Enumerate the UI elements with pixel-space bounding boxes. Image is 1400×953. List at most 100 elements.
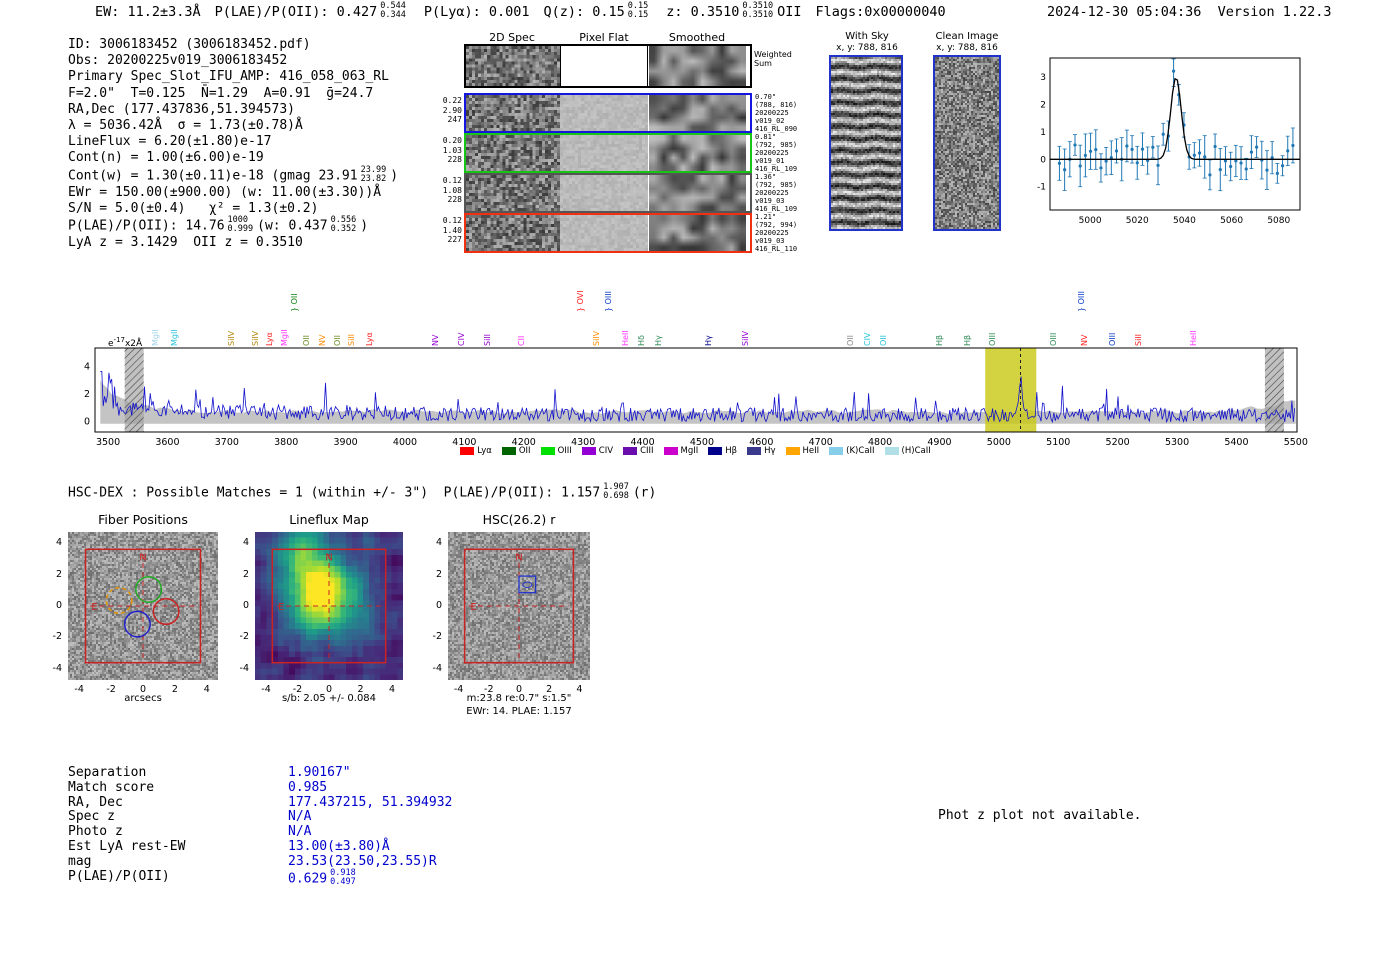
full-spectrum-plot: 0 2 4 3500 3600 3700 3800 3900 4000 4100 4200 4300 4… (84, 347, 1308, 448)
row-stat: 1.03 (442, 145, 462, 155)
smoothed-image (649, 46, 746, 86)
row-meta-line: 416_RL_090 (755, 125, 798, 133)
hsc-r-xtick: -2 (484, 684, 494, 695)
row-meta-line: 1.21" (755, 213, 777, 221)
smoothed-image (649, 215, 746, 251)
line-fit-plot: -1 0 1 2 3 5000 5020 5040 5060 5080 (1037, 57, 1301, 226)
svg-text:5400: 5400 (1224, 437, 1248, 448)
legend-swatch (747, 447, 762, 455)
emission-line-label: OII (879, 334, 889, 346)
legend-swatch (829, 447, 844, 455)
hsc-dex-lower: 0.698 (603, 491, 629, 501)
weighted-sum-label: Weighted Sum (754, 50, 816, 68)
emission-line-label: Hδ (636, 335, 646, 346)
row-meta-line: 20200225 (755, 189, 789, 197)
row-right-meta: 0.81" (792, 985) 20200225 v019_01 416_RL_109 (755, 133, 821, 173)
pixel-flat-image (560, 46, 648, 86)
table-row: Spec z N/A (68, 810, 452, 825)
legend-label: (K)CaII (846, 446, 875, 456)
match-row-label: mag (68, 853, 92, 869)
svg-text:4800: 4800 (868, 437, 892, 448)
svg-text:E: E (278, 602, 284, 613)
svg-text:4: 4 (84, 362, 90, 373)
info-plae-w-text: (w: 0.437 (257, 218, 328, 234)
info-line-radec: RA,Dec (177.437836,51.394573) (68, 101, 295, 117)
match-plae-lower: 0.497 (330, 876, 356, 887)
table-row: Est LyA rest-EW 13.00(±3.80)Å (68, 839, 452, 855)
legend-swatch (460, 447, 475, 455)
emission-line-label: CIV (457, 332, 467, 346)
row-meta-line: (792, 994) (755, 221, 798, 229)
pixel-flat-image (560, 95, 648, 131)
lineflux-map-overlay: NE (271, 548, 387, 664)
svg-text:1: 1 (1040, 128, 1046, 138)
svg-text:0: 0 (1040, 155, 1046, 165)
legend-label: (H)CaII (901, 446, 931, 456)
legend-item: MgII (663, 446, 699, 456)
hsc-dex-band: (r) (632, 485, 657, 501)
spectrum-unit-label: e-17x2Å (108, 336, 142, 349)
row-stat: 227 (447, 235, 462, 244)
with-sky-border (829, 55, 903, 231)
cont-w-text: Cont(w) = 1.30(±0.11)e-18 (gmag 23.91 (68, 168, 358, 184)
info-line-sn-chi2: S/N = 5.0(±0.4) χ² = 1.3(±0.2) (68, 200, 319, 216)
legend-item: OII (501, 446, 531, 456)
legend-item: CIII (623, 446, 654, 456)
smoothed-image (649, 135, 746, 171)
svg-text:4300: 4300 (571, 437, 595, 448)
fiber-positions-xtick: 4 (203, 684, 210, 695)
emission-line-label: } OII (290, 293, 300, 312)
z-uncertainty: 0.3510 0.3510 (742, 2, 773, 20)
row-stat: 247 (447, 115, 462, 124)
photz-note: Phot z plot not available. (938, 808, 1142, 823)
svg-text:5080: 5080 (1267, 216, 1290, 226)
info-line-id: ID: 3006183452 (3006183452.pdf) (68, 37, 311, 52)
legend-item: (K)CaII (829, 446, 875, 456)
lineflux-map-xtick: -2 (292, 684, 303, 695)
clean-image-border (933, 55, 1001, 231)
emission-line-label: NV (317, 334, 327, 346)
svg-text:0: 0 (84, 417, 90, 428)
with-sky-title: With Sky (845, 31, 889, 42)
legend-label: Hβ (725, 446, 738, 456)
qz-upper: 0.15 (627, 1, 649, 11)
legend-label: Hγ (764, 446, 776, 456)
hsc-r-ytick: -4 (432, 662, 442, 674)
match-plae-value: 0.629 (288, 871, 328, 887)
lineflux-map-caption: s/b: 2.05 +/- 0.084 (281, 693, 377, 704)
emission-line-label: SiII (347, 333, 357, 346)
fiber-positions-ytick: 0 (55, 600, 62, 611)
fiber-positions-ytick: -4 (52, 662, 62, 674)
svg-text:5060: 5060 (1220, 216, 1243, 226)
info-plae-lower: 0.999 (227, 224, 254, 235)
svg-text:2: 2 (84, 389, 90, 400)
with-sky-image (831, 57, 901, 229)
info-plae-close: ) (360, 218, 369, 234)
2d-spec-image (466, 175, 560, 211)
legend-label: MgII (680, 446, 699, 456)
lineflux-map-xtick: 0 (325, 684, 333, 695)
emission-line-label: Hβ (962, 334, 972, 346)
emission-line-label: SiIV (250, 330, 260, 346)
lineflux-map-ytick: 4 (242, 537, 249, 549)
legend-swatch (501, 447, 516, 455)
row-stat: 2.90 (442, 105, 462, 115)
match-row-label: RA, Dec (68, 794, 123, 810)
lineflux-map-xtick: 2 (357, 684, 364, 695)
row-stat: 1.08 (442, 185, 462, 195)
svg-text:5200: 5200 (1106, 437, 1130, 448)
svg-text:4000: 4000 (393, 437, 417, 448)
legend-label: OII (518, 446, 531, 456)
plae-uncertainty: 0.544 0.344 (380, 2, 406, 20)
svg-text:3600: 3600 (155, 437, 179, 448)
emission-line-label: NV (1080, 334, 1090, 346)
lineflux-map-ytick: 0 (242, 600, 249, 611)
emission-line-label: OIII (1049, 332, 1059, 346)
match-row-value: 177.437215, 51.394932 (288, 794, 453, 810)
2d-spec-image (466, 215, 560, 251)
row-meta-line: (792, 985) (755, 141, 798, 149)
legend-label: HeII (802, 446, 820, 456)
row-stat: 0.12 (442, 176, 462, 185)
hsc-r-title: HSC(26.2) r (482, 512, 556, 527)
svg-text:2: 2 (1040, 101, 1046, 111)
